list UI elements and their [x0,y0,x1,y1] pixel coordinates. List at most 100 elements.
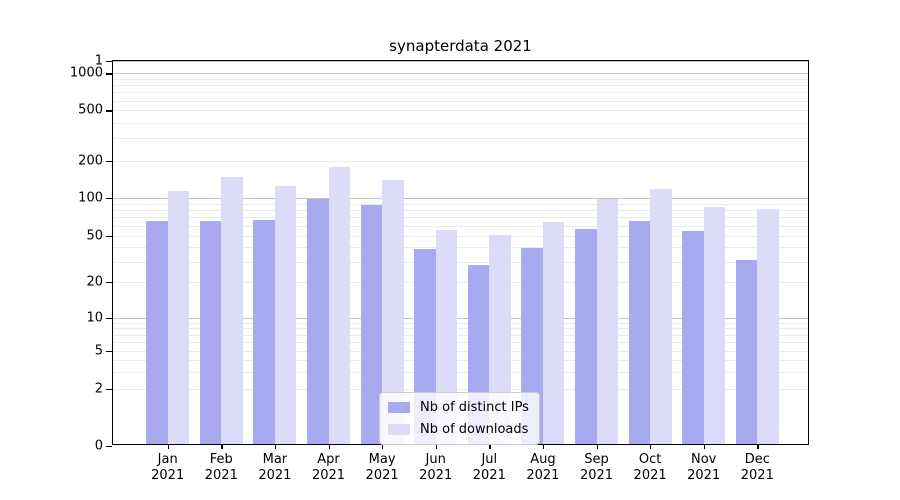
bar-distinct-ips [628,221,651,444]
y-gridline-major [113,73,808,75]
y-gridline-minor [113,92,808,94]
x-tick-mark [328,444,330,449]
bar-downloads [167,190,190,444]
y-tick-mark [106,446,112,448]
x-tick-mark [596,444,598,449]
chart-title: synapterdata 2021 [389,37,532,55]
y-gridline-minor [113,100,808,102]
x-tick-mark [382,444,384,449]
bar-downloads [435,229,458,444]
x-tick-label: Nov 2021 [687,452,721,483]
y-tick-mark [106,61,112,63]
y-gridline-minor [113,210,808,211]
downloads-swatch-icon [388,424,410,435]
y-tick-label: 1 [94,53,103,69]
y-tick-mark [106,110,112,112]
y-gridline-minor [113,351,808,352]
y-tick-mark [106,197,112,200]
y-tick-label: 5 [94,343,103,359]
plot-area: 0 1 2 5 10 20 50 100 200 500 1000 Jan 2021 Feb 2021 Mar… [70,54,809,483]
y-gridline-minor [113,78,808,80]
y-gridline-minor [113,388,808,390]
y-gridline-minor [113,328,808,330]
x-tick-mark [542,444,545,449]
y-tick-mark [106,351,112,353]
bar-downloads [274,186,297,444]
y-tick-label: 1000 [69,65,103,81]
distinct-ips-swatch-icon [388,402,410,413]
y-tick-mark [106,281,112,284]
x-tick-mark [435,444,438,449]
y-gridline-minor [113,85,808,87]
legend-label: Nb of distinct IPs [420,400,529,415]
y-tick-label: 10 [86,310,103,326]
y-gridline-minor [113,322,808,324]
bar-distinct-ips [146,221,168,444]
x-tick-label: Jan 2021 [151,452,185,483]
bar-downloads [328,167,350,444]
bar-distinct-ips [199,221,222,444]
y-gridline-minor [113,281,808,283]
y-tick-label: 20 [86,274,103,290]
y-gridline-minor [113,371,808,373]
bar-downloads [221,176,243,444]
y-gridline-major [113,61,808,62]
y-tick-mark [106,388,112,390]
bar-distinct-ips [360,204,383,444]
y-tick-mark [106,236,112,238]
x-tick-mark [757,444,759,449]
x-tick-label: Jul 2021 [472,452,506,483]
y-gridline-minor [113,342,808,344]
x-tick-label: Apr 2021 [311,452,346,483]
y-tick-mark [106,317,112,320]
bar-downloads [703,206,726,444]
x-tick-label: Mar 2021 [258,452,292,483]
x-tick-label: May 2021 [365,452,399,483]
y-tick-label: 0 [94,438,103,454]
x-tick-mark [489,444,491,449]
y-tick-mark [106,73,112,75]
y-gridline-minor [113,217,808,219]
y-gridline-minor [113,360,808,362]
bar-distinct-ips [682,230,704,444]
bar-downloads [382,179,404,444]
x-tick-label: Oct 2021 [633,452,667,483]
x-tick-mark [703,444,706,449]
x-tick-mark [274,444,277,449]
x-tick-label: Feb 2021 [204,452,238,483]
y-gridline-minor [113,203,808,205]
x-tick-label: Dec 2021 [740,452,774,483]
y-gridline-major [113,317,808,319]
y-gridline-minor [113,225,808,227]
legend: Nb of distinct IPs Nb of downloads [379,392,540,445]
y-gridline-minor [113,160,808,162]
y-tick-label: 500 [78,102,103,118]
x-tick-mark [221,444,223,449]
y-gridline-minor [113,138,808,140]
bar-downloads [489,235,511,444]
bar-downloads [757,209,779,444]
x-tick-mark [167,444,170,449]
x-tick-label: Aug 2021 [526,452,560,483]
x-tick-label: Sep 2021 [579,452,614,483]
bar-distinct-ips [307,198,329,444]
y-gridline-minor [113,247,808,249]
x-tick-mark [650,444,652,449]
y-tick-label: 50 [86,228,103,244]
y-gridline-minor [113,110,808,112]
bar-distinct-ips [253,219,275,444]
y-tick-label: 2 [94,381,103,396]
legend-item-downloads: Nb of downloads [388,422,529,437]
x-tick-label: Jun 2021 [419,452,453,483]
legend-item-distinct-ips: Nb of distinct IPs [388,400,529,415]
bar-distinct-ips [575,228,597,444]
y-tick-label: 200 [78,153,103,169]
y-gridline-minor [113,334,808,336]
bar-downloads [650,189,672,444]
y-gridline-minor [113,122,808,124]
bar-downloads [542,222,565,444]
bar-distinct-ips [735,259,758,444]
y-tick-label: 100 [78,190,103,206]
legend-label: Nb of downloads [420,422,529,437]
